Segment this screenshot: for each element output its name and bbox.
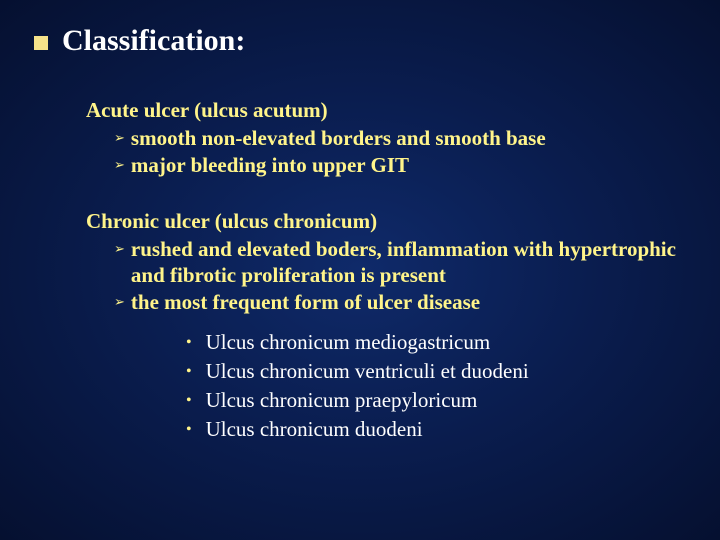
dot-text: Ulcus chronicum duodeni	[206, 416, 423, 443]
dot-text: Ulcus chronicum ventriculi et duodeni	[206, 358, 529, 385]
sub-list: ➢ smooth non-elevated borders and smooth…	[114, 125, 684, 179]
triangle-icon: ➢	[114, 157, 125, 173]
dot-bullet-icon: •	[186, 421, 192, 439]
slide-title: Classification:	[62, 24, 245, 58]
dot-bullet-icon: •	[186, 334, 192, 352]
square-bullet-icon	[34, 36, 48, 50]
section-acute: Acute ulcer (ulcus acutum) ➢ smooth non-…	[86, 98, 684, 179]
list-item: • Ulcus chronicum praepyloricum	[186, 387, 684, 414]
section-heading: Acute ulcer (ulcus acutum)	[86, 98, 684, 123]
triangle-icon: ➢	[114, 130, 125, 146]
sub-text: the most frequent form of ulcer disease	[131, 289, 480, 315]
triangle-icon: ➢	[114, 241, 125, 257]
dot-text: Ulcus chronicum mediogastricum	[206, 329, 491, 356]
title-row: Classification:	[34, 24, 684, 58]
sub-list: ➢ rushed and elevated boders, inflammati…	[114, 236, 684, 316]
sub-text: rushed and elevated boders, inflammation…	[131, 236, 684, 289]
dot-bullet-icon: •	[186, 363, 192, 381]
list-item: • Ulcus chronicum duodeni	[186, 416, 684, 443]
dot-list: • Ulcus chronicum mediogastricum • Ulcus…	[186, 329, 684, 443]
dot-text: Ulcus chronicum praepyloricum	[206, 387, 478, 414]
list-item: ➢ the most frequent form of ulcer diseas…	[114, 289, 684, 315]
section-chronic: Chronic ulcer (ulcus chronicum) ➢ rushed…	[86, 209, 684, 443]
list-item: ➢ major bleeding into upper GIT	[114, 152, 684, 178]
section-heading: Chronic ulcer (ulcus chronicum)	[86, 209, 684, 234]
sub-text: major bleeding into upper GIT	[131, 152, 409, 178]
list-item: • Ulcus chronicum mediogastricum	[186, 329, 684, 356]
list-item: ➢ smooth non-elevated borders and smooth…	[114, 125, 684, 151]
list-item: • Ulcus chronicum ventriculi et duodeni	[186, 358, 684, 385]
list-item: ➢ rushed and elevated boders, inflammati…	[114, 236, 684, 289]
sub-text: smooth non-elevated borders and smooth b…	[131, 125, 546, 151]
triangle-icon: ➢	[114, 294, 125, 310]
dot-bullet-icon: •	[186, 392, 192, 410]
